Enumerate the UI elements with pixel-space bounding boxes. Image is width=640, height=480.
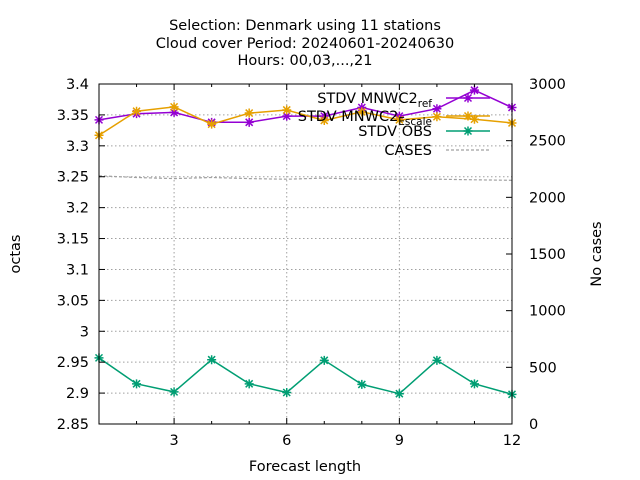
data-point [394,115,404,125]
data-point [469,85,479,95]
data-point [244,379,254,389]
legend-label: STDV OBS [358,124,432,140]
y2-axis-label: No cases [589,221,605,286]
y-tick-label: 3.15 [57,232,89,248]
y2-tick-label: 3000 [529,77,566,93]
y2-tick-label: 1500 [529,247,566,263]
legend-label-subscript: Escale [398,116,432,128]
y-tick-label: 3.25 [57,170,89,186]
legend-label-main: STDV OBS [358,124,432,140]
title-line-1: Selection: Denmark using 11 stations [169,18,441,34]
x-tick-label: 3 [169,433,178,449]
y2-tick-label: 1000 [529,304,566,320]
legend-label: CASES [384,143,432,159]
legend-label: STDV MNWC2Escale [298,109,432,128]
data-point [282,387,292,397]
data-point [169,387,179,397]
data-point [357,379,367,389]
data-point [394,389,404,399]
data-point [132,106,142,116]
y-tick-label: 2.85 [57,417,89,433]
chart-title: Selection: Denmark using 11 stations Clo… [156,18,455,69]
data-point [207,119,217,129]
legend-label: STDV MNWC2ref [317,91,432,110]
legend-sample-marker [463,126,473,136]
y-tick-label: 3.05 [57,293,89,309]
y2-tick-label: 0 [529,417,538,433]
series-line [98,357,513,396]
data-point [432,355,442,365]
x-tick-label: 12 [503,433,521,449]
y2-tick-label: 500 [529,360,557,376]
data-point [169,102,179,112]
legend-label-main: STDV MNWC2 [317,91,418,107]
y-tick-label: 3.35 [57,108,89,124]
series-line [98,106,513,136]
series-line [98,175,513,181]
data-point [207,355,217,365]
data-point [132,379,142,389]
legend-sample-marker [463,111,473,121]
x-tick-label: 6 [282,433,291,449]
y-tick-label: 2.95 [57,355,89,371]
series-line [98,89,513,124]
y2-tick-label: 2000 [529,190,566,206]
y2-tick-label: 2500 [529,134,566,150]
plot-series [94,85,517,399]
y-tick-label: 2.9 [66,386,89,402]
legend-label-main: STDV MNWC2 [298,109,399,125]
data-point [432,112,442,122]
grid [99,84,512,424]
y-tick-label: 3.2 [66,201,89,217]
y-tick-label: 3.4 [66,77,89,93]
axis-ticks: 2.85 2.9 2.95 3 3.05 3.1 3.15 3.2 3.25 3.3 3.35 3.4… [57,77,566,449]
data-point [319,115,329,125]
series-2 [94,353,517,399]
title-line-2: Cloud cover Period: 20240601-20240630 [156,36,455,52]
data-point [319,355,329,365]
legend-label-main: CASES [384,143,432,159]
data-point [357,107,367,117]
legend-sample-marker [463,93,473,103]
data-point [469,114,479,124]
data-point [244,108,254,118]
data-point [282,111,292,121]
x-tick-label: 9 [395,433,404,449]
y-tick-label: 3 [80,324,89,340]
x-axis-label: Forecast length [249,459,361,475]
data-point [169,107,179,117]
y-tick-label: 3.1 [66,262,89,278]
data-point [469,379,479,389]
legend-label-subscript: ref [418,98,433,110]
y-tick-label: 3.3 [66,139,89,155]
title-line-3: Hours: 00,03,...,21 [238,53,373,69]
y-axis-label: octas [8,235,24,274]
data-point [432,104,442,114]
series-3 [98,175,513,181]
data-point [244,117,254,127]
data-point [282,105,292,115]
